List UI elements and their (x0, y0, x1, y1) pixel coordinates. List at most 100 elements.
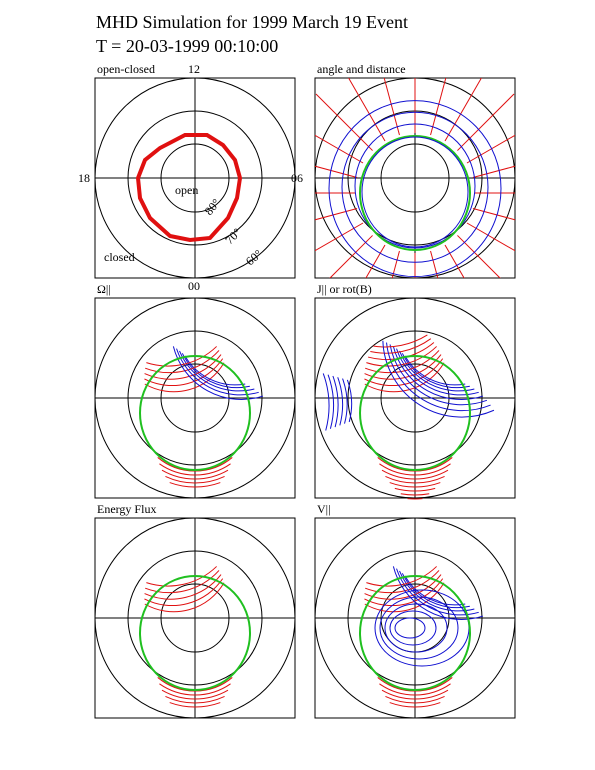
contour (337, 377, 344, 426)
contour (366, 566, 437, 587)
contour (144, 362, 225, 393)
contour (361, 136, 469, 248)
grid-ray (472, 165, 515, 178)
contour (364, 362, 445, 393)
contour (145, 570, 220, 594)
contour (332, 375, 339, 428)
mlt-label: 06 (291, 171, 303, 185)
contour (359, 575, 471, 691)
contour (400, 493, 430, 496)
grid-ray (466, 222, 515, 252)
contour (385, 695, 445, 704)
contour (165, 695, 225, 704)
contour (364, 574, 442, 600)
contour (379, 683, 451, 696)
panel-label: V|| (317, 502, 330, 516)
contour (176, 348, 259, 396)
contour (359, 355, 471, 471)
contour (139, 575, 251, 691)
contour (389, 610, 437, 646)
panel-label: angle and distance (317, 62, 406, 76)
grid-ray (391, 250, 400, 278)
grid-ray (315, 134, 364, 164)
contour (159, 463, 231, 476)
contour (381, 469, 449, 480)
contour (169, 482, 221, 488)
annotation: open (175, 183, 198, 197)
grid-ray (365, 244, 386, 278)
grid-ray (430, 78, 447, 136)
contour (384, 603, 448, 653)
grid-ray (457, 235, 501, 278)
contour (144, 354, 222, 380)
time-stamp: T = 20-03-1999 00:10:00 (96, 36, 278, 56)
mlt-label: 12 (188, 62, 200, 76)
contour (379, 463, 451, 476)
contour (161, 469, 229, 480)
contour (385, 475, 445, 484)
panel-label: Energy Flux (97, 502, 156, 516)
title: MHD Simulation for 1999 March 19 Event (96, 12, 408, 32)
contour (179, 350, 255, 392)
contour (396, 348, 479, 396)
contour (379, 596, 459, 660)
contour (370, 338, 432, 354)
contour (399, 350, 475, 392)
contour (382, 340, 495, 418)
grid-ray (315, 222, 364, 252)
contour (374, 589, 470, 667)
contour (139, 355, 251, 471)
panel-label: Ω|| (97, 282, 111, 296)
contour (161, 689, 229, 700)
panel-label: J|| or rot(B) (317, 282, 372, 296)
contour (394, 487, 436, 492)
grid-ray (315, 93, 373, 151)
grid-ray (329, 235, 373, 278)
boundary (135, 133, 243, 243)
contour (169, 702, 221, 708)
contour (359, 135, 471, 251)
contour (144, 578, 224, 606)
contour (373, 334, 428, 348)
contour (144, 358, 224, 386)
contour (165, 475, 225, 484)
contour (394, 617, 426, 639)
contour (181, 353, 250, 389)
grid-ray (383, 78, 400, 136)
contour (386, 342, 491, 412)
contour (364, 358, 444, 386)
contour (401, 573, 470, 609)
grid-ray (315, 165, 358, 178)
grid-ray (466, 134, 515, 164)
contour (328, 100, 502, 278)
contour (159, 683, 231, 696)
grid-ray (315, 208, 358, 221)
annotation: closed (104, 250, 135, 264)
grid-ray (444, 78, 482, 142)
contour (364, 354, 442, 380)
contour (346, 379, 353, 423)
mlt-label: 00 (188, 279, 200, 293)
contour (146, 566, 217, 587)
contour (327, 374, 334, 429)
panel-label: open-closed (97, 62, 155, 76)
contour (146, 346, 217, 367)
grid-ray (457, 93, 515, 151)
grid-ray (430, 250, 439, 278)
contour (342, 378, 348, 424)
grid-ray (472, 208, 515, 221)
contour (366, 346, 437, 367)
contour (389, 482, 441, 488)
contour (322, 373, 330, 431)
contour (341, 111, 489, 263)
contour (401, 353, 470, 389)
contour (389, 702, 441, 708)
contour (354, 123, 476, 249)
contour (364, 578, 444, 606)
contour (381, 689, 449, 700)
contour (144, 582, 225, 613)
annotation: 70° (222, 225, 244, 247)
mlt-label: 18 (78, 171, 90, 185)
grid-ray (348, 78, 386, 142)
